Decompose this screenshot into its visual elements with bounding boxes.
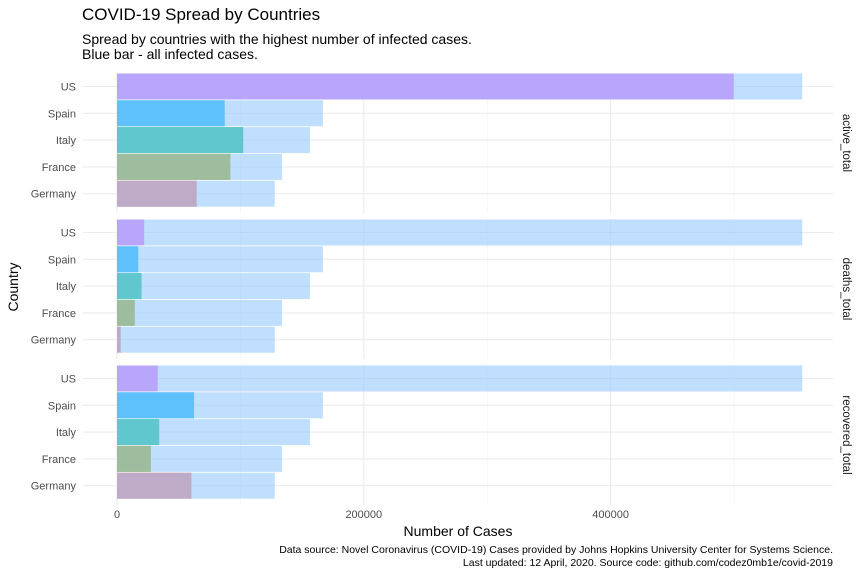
bar-total-germany [117, 326, 275, 353]
bar-total-us [117, 73, 803, 100]
y-axis-title: Country [5, 262, 21, 311]
bar-total-us [117, 219, 803, 246]
y-tick-label: France [42, 454, 76, 466]
y-tick-label: France [42, 308, 76, 320]
subtitle-line-2: Blue bar - all infected cases. [82, 46, 258, 62]
y-tick-label: Italy [56, 427, 77, 439]
facet-label-active-total: active_total [840, 114, 852, 172]
bar-total-germany [117, 180, 275, 207]
y-tick-label: Germany [31, 481, 77, 493]
y-tick-label: US [61, 82, 76, 94]
facet-label-recovered-total: recovered_total [840, 395, 852, 474]
y-tick-label: Italy [56, 281, 77, 293]
bar-total-italy [117, 419, 310, 446]
y-tick-label: US [61, 374, 76, 386]
bar-total-us [117, 365, 803, 392]
x-tick-label: 0 [114, 509, 120, 521]
x-axis-title: Number of Cases [404, 523, 513, 539]
y-tick-label: Spain [48, 254, 76, 266]
bar-total-spain [117, 100, 323, 127]
x-tick-label: 400000 [592, 509, 629, 521]
y-tick-label: Spain [48, 108, 76, 120]
facet-label-deaths-total: deaths_total [840, 258, 852, 321]
bar-total-italy [117, 127, 310, 154]
caption-line-1: Data source: Novel Coronavirus (COVID-19… [279, 544, 833, 556]
bar-total-spain [117, 392, 323, 419]
bar-total-germany [117, 472, 275, 499]
chart-subtitle: Spread by countries with the highest num… [82, 32, 472, 62]
y-tick-label: US [61, 228, 76, 240]
x-tick-label: 200000 [345, 509, 382, 521]
y-tick-label: Italy [56, 135, 77, 147]
bar-total-spain [117, 246, 323, 273]
y-tick-label: Spain [48, 400, 76, 412]
y-tick-label: Germany [31, 335, 77, 347]
chart-title: COVID-19 Spread by Countries [82, 5, 321, 24]
subtitle-line-1: Spread by countries with the highest num… [82, 31, 472, 47]
bar-total-italy [117, 273, 310, 300]
y-tick-label: France [42, 162, 76, 174]
chart-caption: Data source: Novel Coronavirus (COVID-19… [279, 544, 833, 569]
y-tick-label: Germany [31, 189, 77, 201]
caption-line-2: Last updated: 12 April, 2020. Source cod… [462, 556, 833, 569]
bar-total-france [117, 153, 282, 180]
bar-total-france [117, 299, 282, 326]
bar-total-france [117, 445, 282, 472]
